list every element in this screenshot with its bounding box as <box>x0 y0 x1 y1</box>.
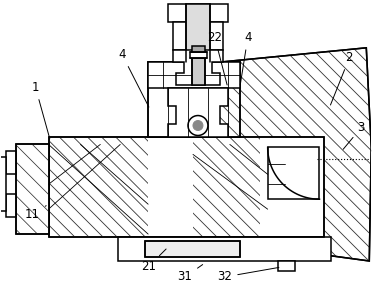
Text: 31: 31 <box>177 264 203 283</box>
Polygon shape <box>173 50 223 85</box>
Polygon shape <box>192 46 205 52</box>
Text: 4: 4 <box>240 31 251 85</box>
Text: 4: 4 <box>119 48 149 107</box>
Polygon shape <box>6 151 16 174</box>
Text: 32: 32 <box>217 267 279 283</box>
Circle shape <box>193 121 203 131</box>
Polygon shape <box>0 157 6 211</box>
Text: 3: 3 <box>343 121 365 149</box>
Text: 11: 11 <box>25 206 46 221</box>
Polygon shape <box>148 62 240 137</box>
Polygon shape <box>48 137 324 237</box>
Polygon shape <box>193 48 371 261</box>
Text: 1: 1 <box>32 81 50 139</box>
Polygon shape <box>173 22 223 50</box>
Text: 2: 2 <box>330 51 353 105</box>
Polygon shape <box>148 62 240 88</box>
Polygon shape <box>268 147 320 199</box>
Text: 22: 22 <box>207 31 227 85</box>
Polygon shape <box>192 58 205 85</box>
Polygon shape <box>186 4 210 62</box>
Polygon shape <box>278 261 295 271</box>
Polygon shape <box>145 241 240 257</box>
Polygon shape <box>190 52 207 58</box>
Polygon shape <box>168 4 228 22</box>
Polygon shape <box>168 88 228 137</box>
Polygon shape <box>6 194 16 217</box>
Polygon shape <box>118 237 331 261</box>
Text: 21: 21 <box>141 249 166 273</box>
Polygon shape <box>16 144 48 234</box>
